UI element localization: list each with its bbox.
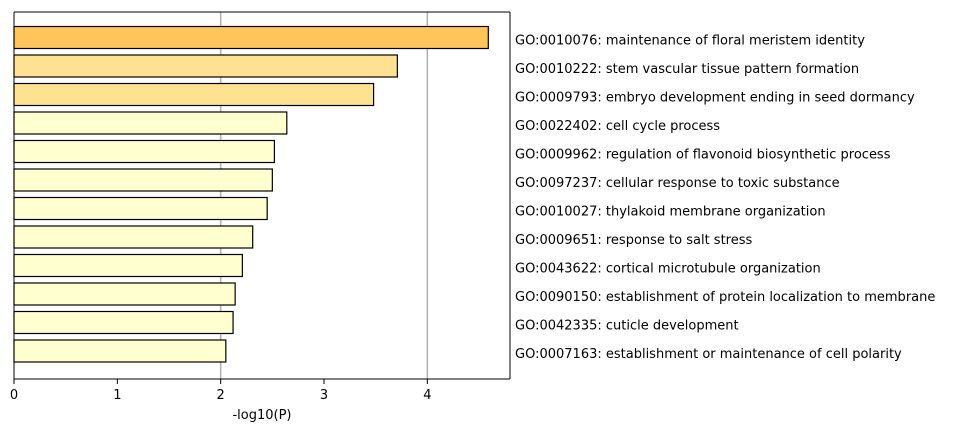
x-tick-label: 2 xyxy=(217,388,225,403)
bar xyxy=(13,139,275,164)
x-tick-label: 3 xyxy=(320,388,328,403)
category-label: GO:0009793: embryo development ending in… xyxy=(515,91,915,106)
category-label: GO:0022402: cell cycle process xyxy=(515,119,720,134)
bar xyxy=(13,111,288,135)
category-label: GO:0097237: cellular response to toxic s… xyxy=(515,176,840,191)
category-labels: GO:0010076: maintenance of floral merist… xyxy=(515,34,935,363)
bar xyxy=(13,25,489,50)
bar xyxy=(13,196,268,221)
category-label: GO:0007163: establishment or maintenance… xyxy=(515,347,902,362)
x-tick-label: 0 xyxy=(10,388,18,403)
axes: 0 1 2 3 4 xyxy=(10,11,511,403)
x-axis-label: -log10(P) xyxy=(232,408,291,423)
bar xyxy=(13,54,398,78)
category-label: GO:0010076: maintenance of floral merist… xyxy=(515,34,865,49)
bar xyxy=(13,82,375,107)
category-label: GO:0010027: thylakoid membrane organizat… xyxy=(515,205,826,220)
bar xyxy=(13,253,243,278)
category-label: GO:0009651: response to salt stress xyxy=(515,233,753,248)
category-label: GO:0090150: establishment of protein loc… xyxy=(515,290,935,305)
category-label: GO:0009962: regulation of flavonoid bios… xyxy=(515,148,891,163)
x-tick-label: 1 xyxy=(113,388,121,403)
bar xyxy=(13,339,227,363)
bar xyxy=(13,225,254,249)
bar xyxy=(13,310,234,335)
x-tick-label: 4 xyxy=(423,388,431,403)
bar xyxy=(13,168,273,192)
bars xyxy=(13,25,489,363)
category-label: GO:0010222: stem vascular tissue pattern… xyxy=(515,62,859,77)
category-label: GO:0042335: cuticle development xyxy=(515,319,739,334)
bar xyxy=(13,282,236,306)
category-label: GO:0043622: cortical microtubule organiz… xyxy=(515,262,821,277)
